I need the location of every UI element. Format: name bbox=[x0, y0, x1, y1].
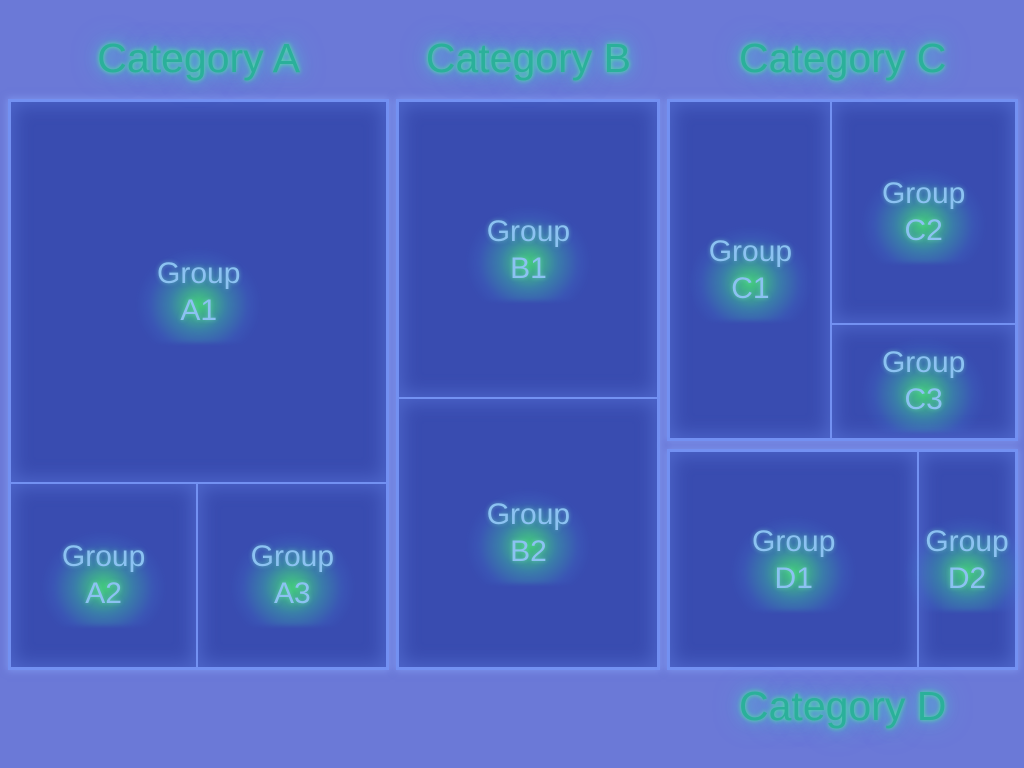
tile-label-group-c2: Group C2 bbox=[881, 177, 966, 248]
treemap-category-a: Group A1 Group A2 Group A3 bbox=[8, 99, 390, 670]
treemap-tile-group-c1: Group C1 bbox=[669, 101, 832, 440]
tile-label-group-d2: Group D2 bbox=[925, 524, 1009, 595]
category-title-c: Category C bbox=[739, 35, 947, 81]
tile-label-group-c1: Group C1 bbox=[708, 235, 793, 306]
tile-label-group-c3: Group C3 bbox=[881, 346, 966, 417]
treemap-tile-group-a1: Group A1 bbox=[10, 101, 388, 483]
category-title-b: Category B bbox=[425, 35, 631, 81]
treemap-category-c: Group C1 Group C2 Group C3 bbox=[667, 99, 1018, 442]
tile-label-group-a2: Group A2 bbox=[61, 540, 146, 611]
treemap-tile-group-c3: Group C3 bbox=[831, 323, 1016, 440]
treemap-tile-group-b2: Group B2 bbox=[398, 398, 659, 668]
tile-label-group-b2: Group B2 bbox=[486, 498, 571, 569]
treemap-plot: Group A1 Group A2 Group A3 Group B1 Group B2… bbox=[8, 99, 1018, 670]
category-title-a: Category A bbox=[97, 35, 301, 81]
treemap-category-b: Group B1 Group B2 bbox=[396, 99, 661, 670]
treemap-tile-group-d2: Group D2 bbox=[918, 451, 1016, 668]
tile-label-group-b1: Group B1 bbox=[486, 214, 571, 285]
category-title-d: Category D bbox=[739, 683, 947, 729]
treemap-tile-group-a2: Group A2 bbox=[10, 482, 198, 668]
tile-label-group-a3: Group A3 bbox=[250, 540, 335, 611]
tile-label-group-a1: Group A1 bbox=[157, 256, 241, 327]
treemap-tile-group-b1: Group B1 bbox=[398, 101, 659, 399]
treemap-tile-group-a3: Group A3 bbox=[197, 482, 388, 668]
tile-label-group-d1: Group D1 bbox=[752, 524, 836, 595]
treemap-tile-group-d1: Group D1 bbox=[669, 451, 919, 668]
treemap-category-d: Group D1 Group D2 bbox=[667, 449, 1018, 670]
treemap-tile-group-c2: Group C2 bbox=[831, 101, 1016, 324]
